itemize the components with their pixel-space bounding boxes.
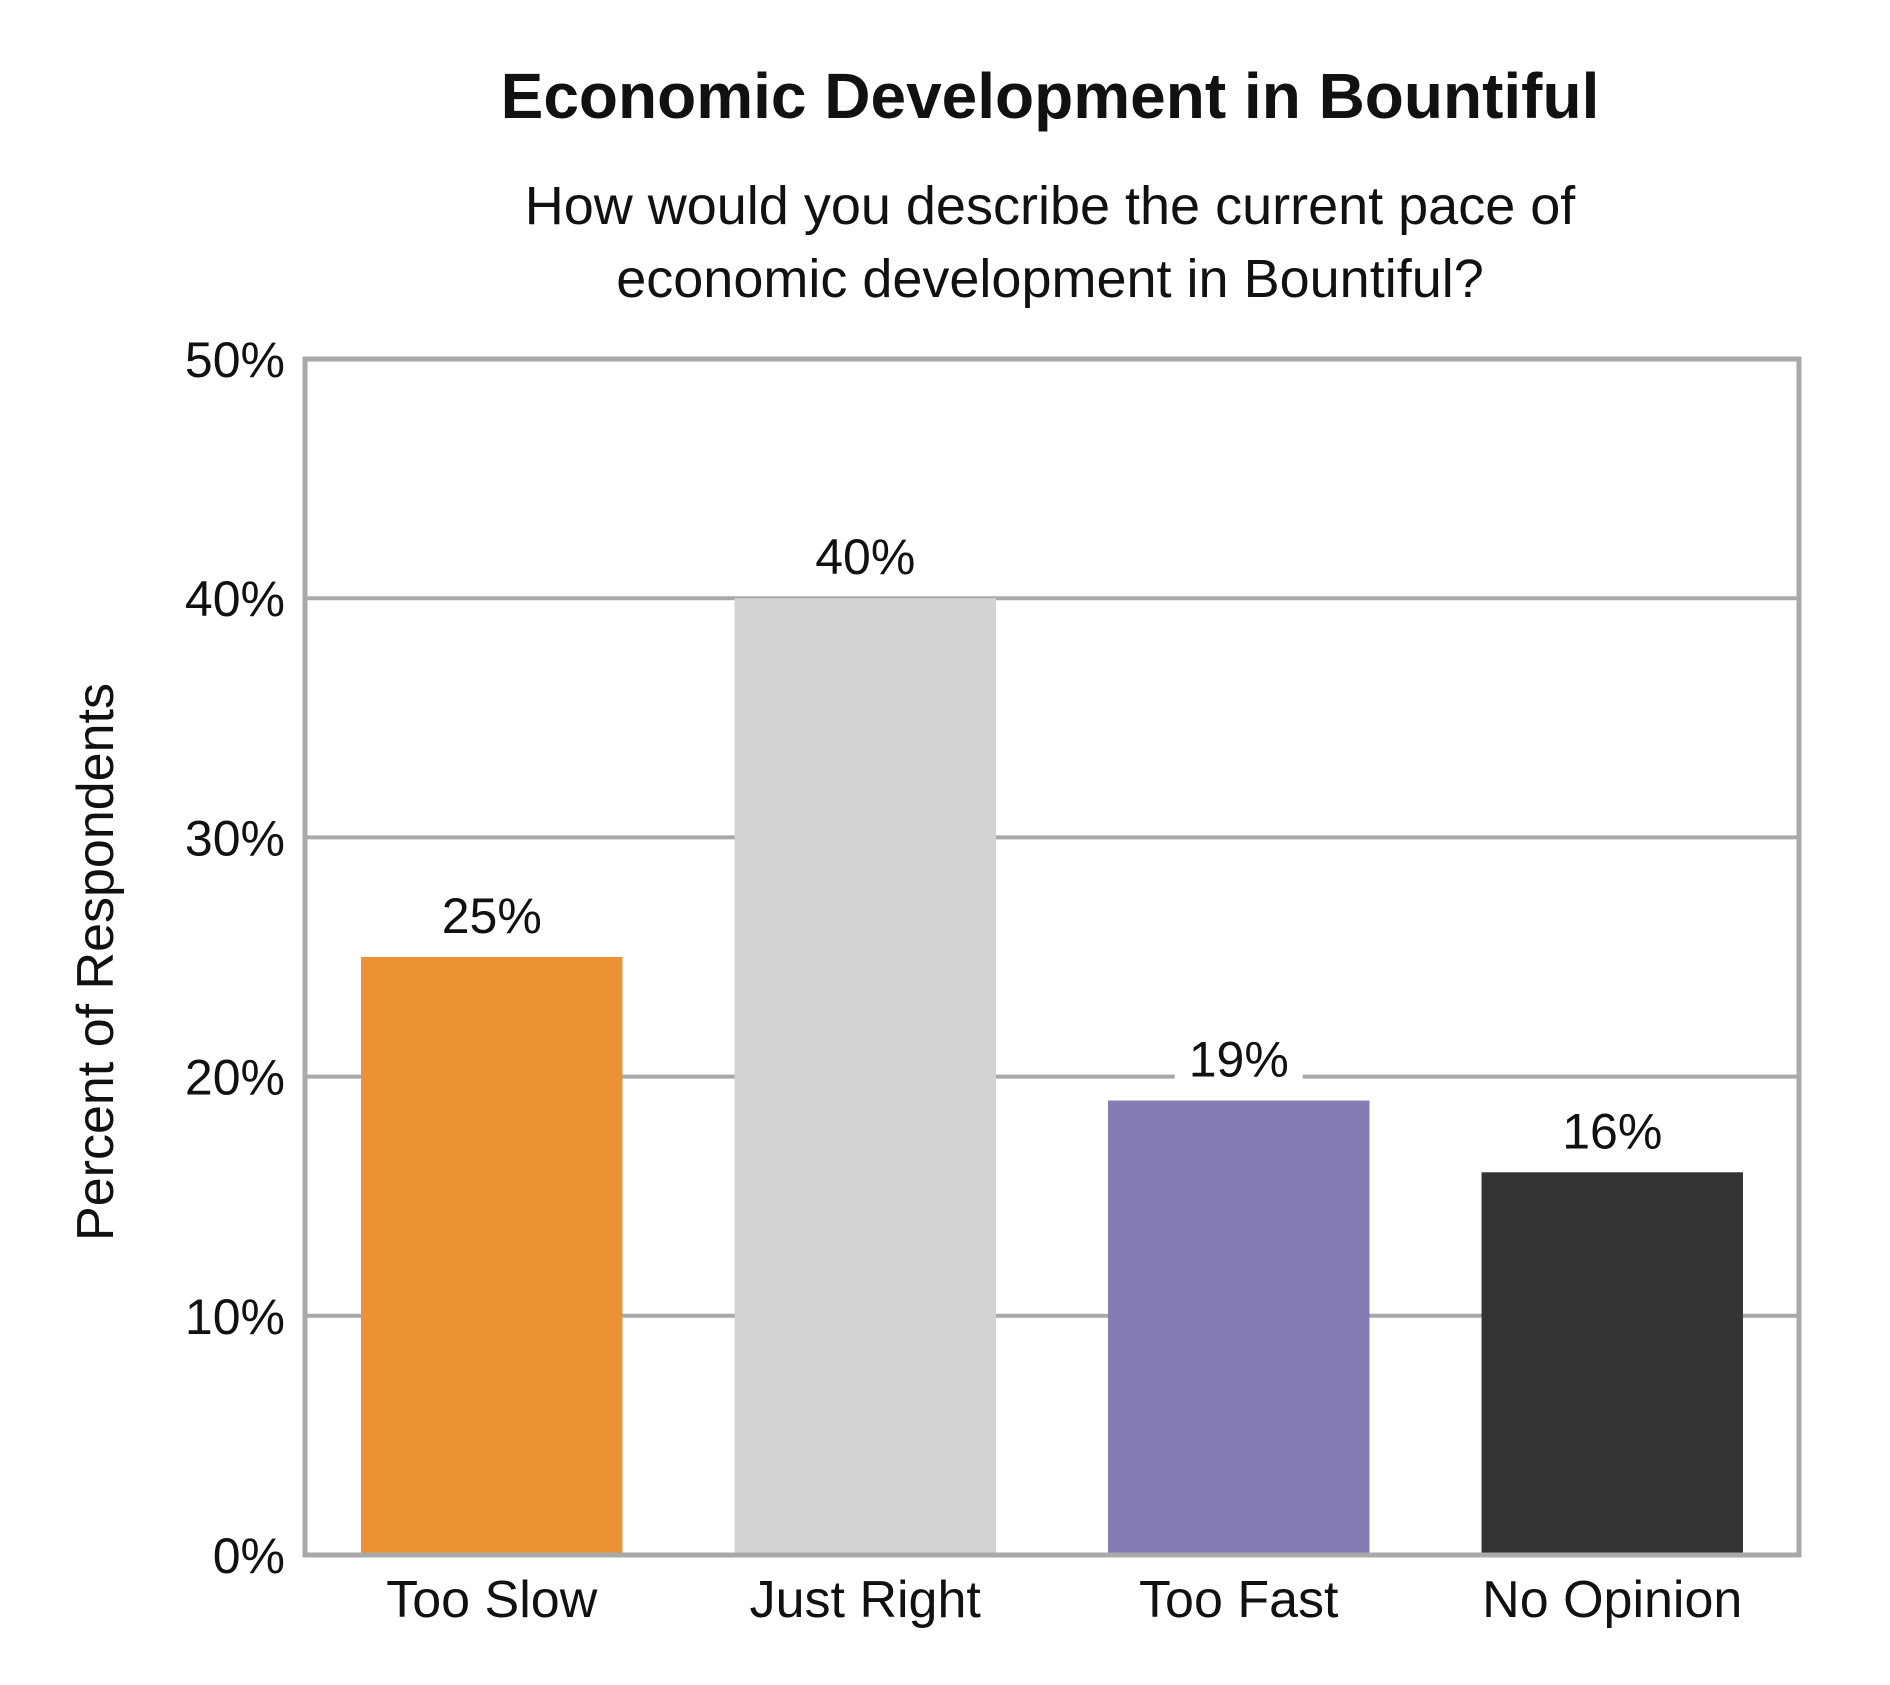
data-label-background xyxy=(1174,1030,1303,1089)
chart-title: Economic Development in Bountiful xyxy=(501,60,1600,132)
data-label-background xyxy=(801,528,930,587)
y-tick-label: 0% xyxy=(213,1528,285,1584)
bars xyxy=(361,598,1743,1555)
bar-no-opinion xyxy=(1481,1172,1743,1555)
x-tick-label: Just Right xyxy=(750,1571,982,1629)
data-labels: 25% 40% 19% 16% xyxy=(427,528,1677,1161)
data-label: 25% xyxy=(442,888,542,944)
y-tick-label: 20% xyxy=(185,1050,285,1106)
chart-subtitle-line-2: economic development in Bountiful? xyxy=(616,249,1484,309)
x-tick-label: Too Fast xyxy=(1139,1571,1339,1629)
y-tick-label: 30% xyxy=(185,810,285,866)
data-label: 19% xyxy=(1189,1032,1289,1088)
data-label-background xyxy=(427,887,556,945)
x-tick-label: No Opinion xyxy=(1482,1571,1742,1629)
chart-subtitle-line-1: How would you describe the current pace … xyxy=(525,176,1577,236)
data-label: 40% xyxy=(815,529,915,585)
y-axis-label: Percent of Respondents xyxy=(67,683,125,1241)
bar-just-right xyxy=(734,598,996,1555)
data-label-background xyxy=(1548,1102,1677,1161)
data-label: 16% xyxy=(1562,1103,1662,1159)
y-axis-ticks: 0% 10% 20% 30% 40% 50% xyxy=(185,332,285,1584)
bar-too-fast xyxy=(1108,1100,1370,1555)
bar-too-slow xyxy=(361,957,623,1555)
x-axis-ticks: Too Slow Just Right Too Fast No Opinion xyxy=(386,1571,1742,1629)
plot-frame xyxy=(302,356,1802,1558)
y-tick-label: 50% xyxy=(185,332,285,388)
x-tick-label: Too Slow xyxy=(386,1571,597,1629)
y-tick-label: 10% xyxy=(185,1289,285,1345)
y-tick-label: 40% xyxy=(185,571,285,627)
